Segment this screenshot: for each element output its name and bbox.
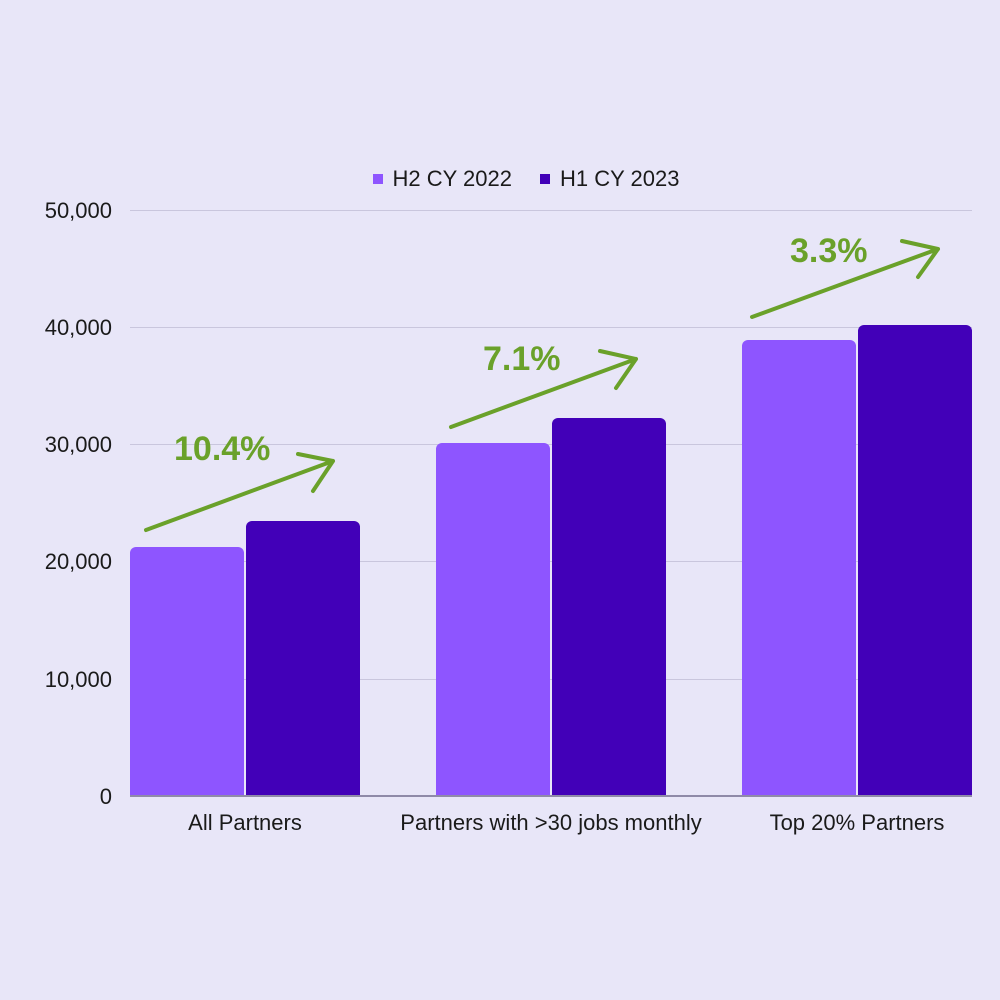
gridline-50000 [130,210,972,211]
gridline-20000 [130,561,972,562]
arrow-icon [449,349,638,429]
chart-legend: H2 CY 2022 H1 CY 2023 [0,166,1000,192]
bar-h1-cy-2023 [552,418,666,796]
legend-swatch-h2-cy-2022 [372,174,383,184]
bar-h1-cy-2023 [858,325,972,796]
y-tick-label: 40,000 [44,315,112,340]
legend-item-h1-cy-2023: H1 CY 2023 [540,166,679,192]
growth-label-30-jobs: 7.1% [483,340,561,378]
arrow-icon [750,239,940,319]
gridline-30000 [130,444,972,445]
legend-item-h2-cy-2022: H2 CY 2022 [372,166,512,192]
bar-h1-cy-2023 [246,521,360,796]
y-tick-label: 30,000 [44,432,112,457]
growth-label-top-20: 3.3% [790,232,868,270]
x-tick-label: All Partners [188,810,302,835]
x-tick-label: Partners with >30 jobs monthly [400,810,702,835]
y-tick-label: 0 [99,784,112,809]
legend-label: H1 CY 2023 [560,166,680,191]
x-tick-label: Top 20% Partners [769,810,945,835]
x-axis-line [130,795,972,797]
arrow-icon [144,452,335,532]
legend-label: H2 CY 2022 [392,166,512,191]
bar-h2-cy-2022 [436,442,550,796]
legend-swatch-h1-cy-2023 [540,174,550,184]
growth-label-all-partners: 10.4% [174,430,271,468]
y-tick-label: 50,000 [44,198,112,223]
y-tick-label: 20,000 [44,549,112,574]
y-tick-label: 10,000 [44,667,112,692]
bar-h2-cy-2022 [742,339,856,796]
gridline-40000 [130,327,972,328]
gridline-10000 [130,679,972,680]
bar-h2-cy-2022 [130,546,244,796]
